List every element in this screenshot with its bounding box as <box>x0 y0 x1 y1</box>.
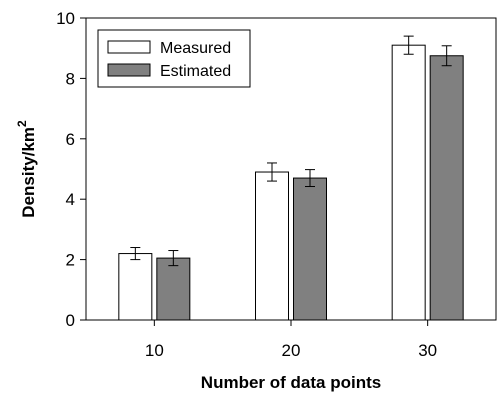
x-tick-label: 20 <box>282 341 301 360</box>
legend-swatch-estimated <box>107 63 151 77</box>
bar-measured-10 <box>118 253 153 321</box>
y-tick-label: 10 <box>56 9 75 28</box>
y-tick-label: 4 <box>66 190 75 209</box>
plot-area-frame <box>85 17 497 321</box>
legend-label-estimated: Estimated <box>160 63 231 80</box>
legend-box <box>97 29 251 88</box>
bars-group <box>118 44 464 321</box>
x-tick-label: 30 <box>418 341 437 360</box>
y-tick-label: 6 <box>66 130 75 149</box>
x-tick-label: 10 <box>145 341 164 360</box>
legend-swatch-measured <box>107 40 151 54</box>
y-tick-label: 2 <box>66 251 75 270</box>
bar-measured-20 <box>255 171 289 321</box>
legend-label-measured: Measured <box>160 40 231 57</box>
bar-estimated-20 <box>293 177 327 321</box>
bar-measured-30 <box>391 44 426 321</box>
bar-estimated-10 <box>156 257 191 321</box>
x-axis-title: Number of data points <box>201 373 381 392</box>
y-axis-title: Density/km2 <box>15 120 38 218</box>
error-bars-group <box>130 35 452 267</box>
y-axis-title-main: Density/km <box>19 127 38 218</box>
y-tick-label: 8 <box>66 69 75 88</box>
x-axis-ticks: 10 20 30 <box>145 320 437 360</box>
bar-estimated-30 <box>429 55 464 321</box>
y-tick-label: 0 <box>66 311 75 330</box>
legend: Measured Estimated <box>97 29 251 88</box>
y-axis-title-superscript: 2 <box>15 120 29 127</box>
y-axis-ticks: 0 2 4 6 8 10 <box>56 9 86 330</box>
